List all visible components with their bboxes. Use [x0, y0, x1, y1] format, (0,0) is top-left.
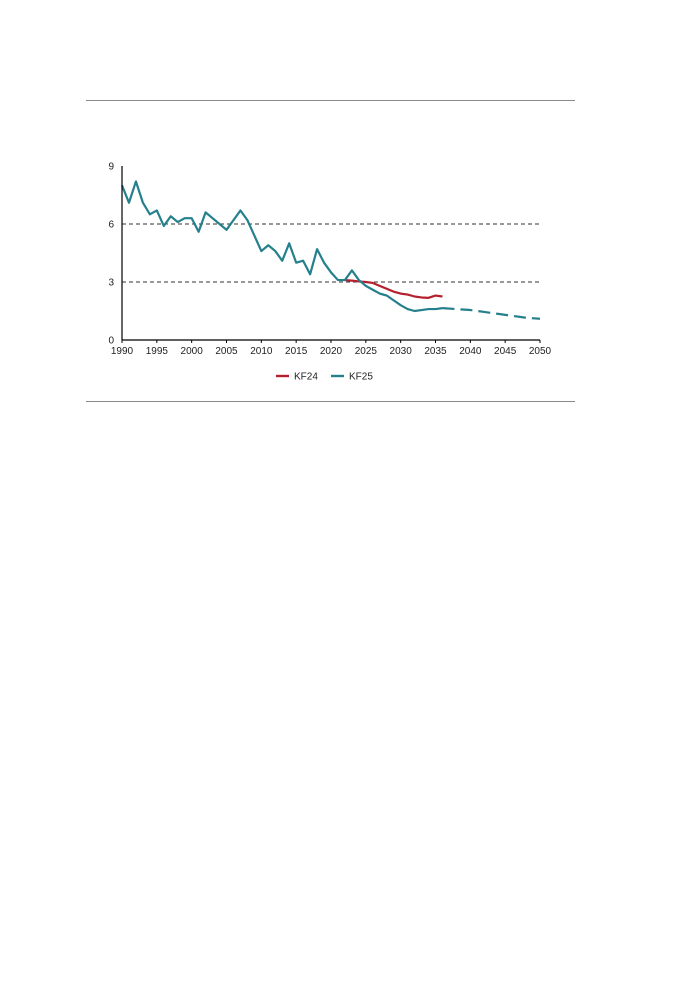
x-tick-label: 2045	[494, 346, 517, 357]
top-divider	[86, 100, 575, 101]
x-tick-label: 2040	[459, 346, 482, 357]
x-tick-label: 1990	[111, 346, 134, 357]
series-line-kf25-projection	[442, 307, 541, 320]
axes	[121, 166, 540, 341]
y-tick-label: 9	[108, 162, 114, 173]
x-tick-label: 2035	[424, 346, 447, 357]
x-tick-label: 2015	[285, 346, 308, 357]
y-tick-label: 0	[108, 336, 114, 347]
legend-label-kf24: KF24	[294, 372, 318, 383]
y-tick-label: 6	[108, 220, 114, 231]
x-tick-label: 2000	[181, 346, 204, 357]
x-tick-label: 2005	[215, 346, 238, 357]
x-tick-label: 2010	[250, 346, 273, 357]
y-tick-label: 3	[108, 278, 114, 289]
x-tick-label: 2020	[320, 346, 343, 357]
legend: KF24 KF25	[276, 372, 373, 383]
series-lines	[120, 180, 541, 320]
legend-label-kf25: KF25	[349, 372, 373, 383]
x-tick-label: 2025	[355, 346, 378, 357]
x-tick-labels: 1990 1995 2000 2005 2010 2015 2020 2025 2030 2035…	[111, 340, 552, 357]
series-line-kf24	[344, 278, 443, 299]
x-tick-label: 1995	[146, 346, 169, 357]
bottom-divider	[86, 401, 575, 402]
x-tick-label: 2030	[390, 346, 413, 357]
series-line-kf25	[120, 180, 443, 313]
y-tick-labels: 0 3 6 9	[108, 162, 114, 347]
x-tick-label: 2050	[529, 346, 552, 357]
